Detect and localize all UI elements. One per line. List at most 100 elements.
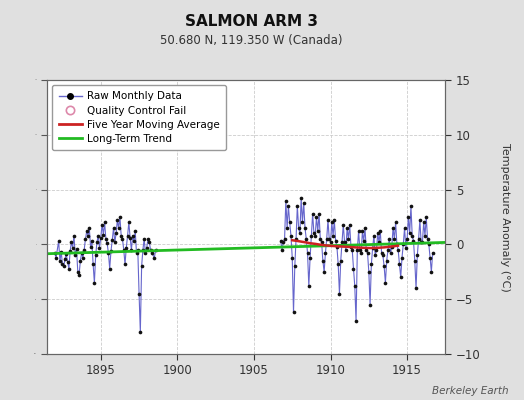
Point <box>347 243 355 250</box>
Point <box>313 228 322 234</box>
Point <box>409 238 418 244</box>
Point <box>392 241 401 248</box>
Point <box>341 239 349 246</box>
Point <box>139 247 147 253</box>
Point <box>302 236 310 242</box>
Point <box>123 232 132 239</box>
Point <box>429 250 437 256</box>
Point <box>365 269 373 275</box>
Point <box>140 236 148 242</box>
Point <box>54 238 63 244</box>
Point <box>296 230 304 237</box>
Point <box>361 225 369 231</box>
Point <box>326 239 335 246</box>
Point <box>306 254 314 261</box>
Point <box>86 243 95 250</box>
Point <box>403 236 411 242</box>
Point <box>401 244 410 251</box>
Point <box>61 256 69 262</box>
Point <box>79 254 87 261</box>
Point <box>151 247 160 253</box>
Point <box>389 225 397 231</box>
Point <box>56 258 64 264</box>
Point <box>134 247 142 253</box>
Point <box>363 250 372 256</box>
Point <box>112 230 121 237</box>
Point <box>145 239 154 246</box>
Point <box>339 222 347 228</box>
Point <box>99 231 107 238</box>
Point <box>423 236 432 242</box>
Point <box>374 230 382 237</box>
Point <box>279 239 288 246</box>
Point <box>319 258 327 264</box>
Point <box>353 247 362 253</box>
Point <box>348 247 356 253</box>
Point <box>407 203 415 209</box>
Point <box>309 210 317 217</box>
Point <box>90 280 99 286</box>
Point <box>96 235 105 241</box>
Point <box>64 265 73 272</box>
Point <box>114 225 123 231</box>
Point <box>426 254 434 261</box>
Point <box>125 219 133 226</box>
Point <box>95 244 104 251</box>
Point <box>345 222 354 228</box>
Point <box>332 238 340 244</box>
Point <box>133 250 141 256</box>
Point <box>307 232 315 239</box>
Point <box>325 236 333 242</box>
Point <box>122 244 130 251</box>
Point <box>394 247 402 253</box>
Point <box>146 247 155 253</box>
Point <box>291 263 299 270</box>
Point <box>343 225 351 231</box>
Point <box>386 250 395 256</box>
Point <box>354 228 363 234</box>
Text: Berkeley Earth: Berkeley Earth <box>432 386 508 396</box>
Point <box>397 274 405 280</box>
Point <box>399 241 408 248</box>
Point <box>312 214 321 220</box>
Point <box>422 214 430 220</box>
Point <box>411 258 419 264</box>
Point <box>336 258 345 264</box>
Point <box>62 251 71 258</box>
Point <box>335 290 344 297</box>
Point <box>416 217 424 224</box>
Point <box>412 285 420 292</box>
Point <box>126 235 134 241</box>
Point <box>400 225 409 231</box>
Point <box>150 254 159 261</box>
Point <box>404 214 412 220</box>
Point <box>94 232 102 239</box>
Point <box>141 250 150 256</box>
Point <box>104 250 113 256</box>
Point <box>116 214 124 220</box>
Point <box>388 243 396 250</box>
Point <box>89 261 97 267</box>
Point <box>390 236 399 242</box>
Point <box>135 290 143 297</box>
Point <box>78 250 86 256</box>
Point <box>131 228 139 234</box>
Point <box>144 236 152 242</box>
Point <box>81 236 90 242</box>
Point <box>421 232 429 239</box>
Point <box>367 261 376 267</box>
Point <box>328 219 336 226</box>
Point <box>379 252 387 258</box>
Point <box>93 239 101 246</box>
Point <box>391 219 400 226</box>
Point <box>113 217 122 224</box>
Point <box>52 254 60 261</box>
Point <box>107 248 115 254</box>
Point <box>293 203 301 209</box>
Text: 50.680 N, 119.350 W (Canada): 50.680 N, 119.350 W (Canada) <box>160 34 343 47</box>
Point <box>350 265 358 272</box>
Point <box>292 236 300 242</box>
Point <box>338 239 346 246</box>
Point <box>51 250 59 256</box>
Point <box>121 261 129 267</box>
